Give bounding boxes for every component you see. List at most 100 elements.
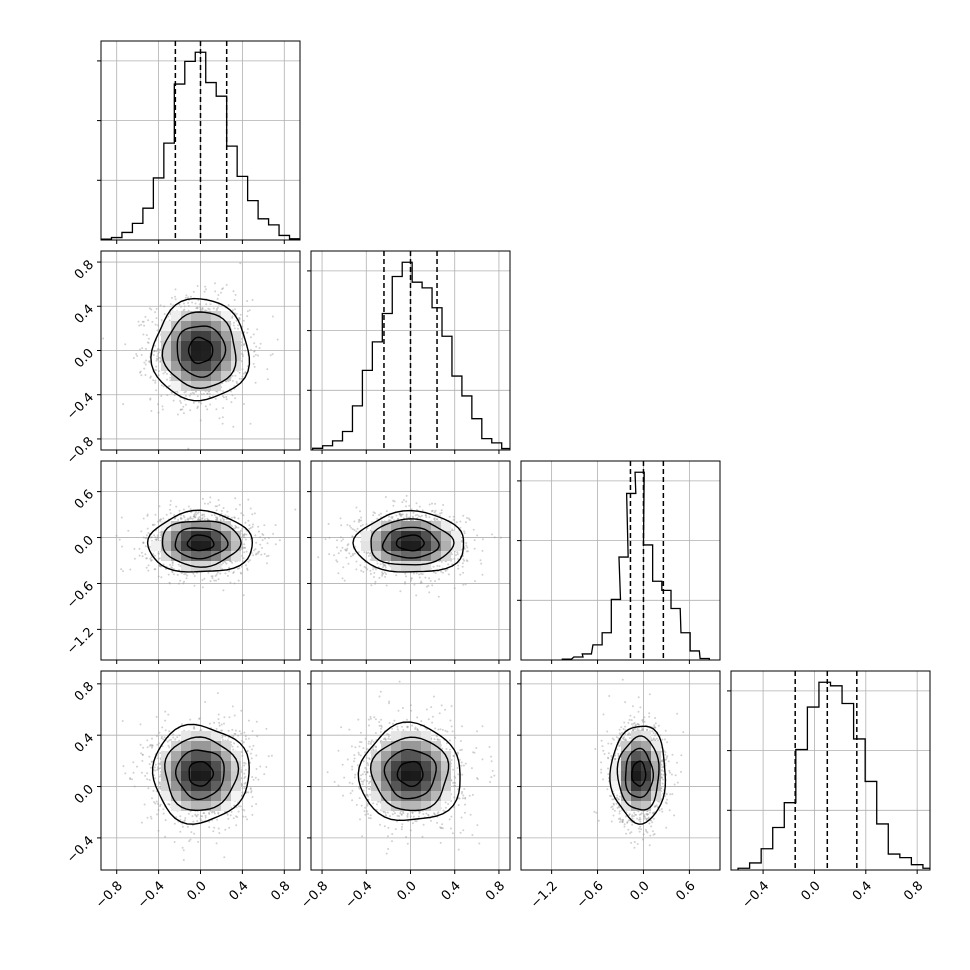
scatter-point (382, 566, 384, 569)
scatter-point (241, 527, 244, 530)
density-cell (431, 551, 441, 561)
scatter-point (159, 518, 162, 521)
scatter-point (189, 508, 192, 511)
scatter-point (208, 395, 211, 398)
scatter-point (402, 499, 405, 501)
scatter-point (250, 791, 253, 794)
scatter-point (211, 577, 214, 580)
density-cell (201, 341, 211, 351)
density-cell (191, 561, 201, 571)
scatter-point (201, 308, 204, 311)
scatter-point (405, 494, 408, 497)
scatter-point (237, 526, 240, 529)
scatter-point (179, 579, 182, 582)
scatter-point (197, 518, 200, 521)
scatter-point (157, 403, 159, 406)
scatter-point (160, 735, 163, 738)
scatter-point (224, 561, 227, 564)
scatter-point (421, 509, 424, 512)
scatter-point (162, 517, 165, 520)
density-cell (161, 341, 171, 351)
scatter-point (446, 568, 449, 571)
scatter-point (178, 582, 181, 585)
scatter-point (182, 412, 185, 415)
scatter-point (159, 531, 162, 534)
scatter-point (253, 512, 256, 515)
scatter-point (472, 528, 475, 531)
scatter-point (159, 360, 162, 363)
scatter-point (339, 549, 342, 552)
scatter-point (220, 510, 223, 512)
scatter-point (245, 550, 248, 553)
scatter-point (183, 580, 186, 583)
scatter-point (189, 409, 192, 412)
scatter-point (432, 571, 435, 574)
scatter-point (336, 539, 339, 542)
scatter-point (177, 519, 180, 521)
scatter-point (201, 514, 204, 517)
scatter-point (381, 562, 384, 565)
scatter-point (253, 365, 256, 368)
scatter-point (171, 571, 174, 574)
scatter-point (348, 524, 351, 527)
scatter-point (144, 545, 147, 548)
scatter-point (415, 594, 418, 597)
scatter-point (410, 519, 413, 522)
scatter-point (191, 391, 194, 394)
density-cell (171, 531, 181, 541)
scatter-point (184, 390, 187, 393)
scatter-point (199, 815, 202, 818)
scatter-point (214, 290, 217, 293)
scatter-point (149, 376, 152, 379)
scatter-point (262, 534, 265, 536)
scatter-point (258, 550, 261, 553)
scatter-point (226, 510, 229, 513)
scatter-point (159, 783, 162, 786)
scatter-point (228, 570, 231, 573)
scatter-point (204, 405, 207, 408)
scatter-point (421, 573, 424, 576)
density-cell (201, 351, 211, 361)
scatter-point (161, 408, 164, 411)
scatter-point (180, 408, 182, 411)
scatter-point (169, 379, 172, 382)
scatter-point (156, 329, 159, 332)
scatter-point (208, 396, 211, 398)
scatter-point (199, 419, 202, 422)
scatter-point (241, 535, 244, 538)
scatter-point (195, 513, 198, 516)
scatter-point (223, 716, 226, 719)
scatter-point (138, 348, 141, 351)
scatter-point (156, 358, 159, 361)
scatter-point (378, 514, 381, 516)
scatter-point (157, 352, 159, 355)
density-cell (381, 531, 391, 541)
density-cell (411, 551, 421, 561)
scatter-point (346, 547, 349, 550)
scatter-point (120, 516, 123, 519)
contour-1 (161, 311, 237, 390)
scatter-point (209, 303, 212, 306)
scatter-point (168, 319, 171, 322)
scatter-point (187, 505, 190, 508)
scatter-point (499, 536, 502, 539)
scatter-point (467, 517, 470, 520)
scatter-point (212, 307, 215, 310)
scatter-point (198, 516, 201, 519)
scatter-point (216, 518, 219, 521)
scatter-point (144, 553, 147, 556)
scatter-point (428, 516, 431, 519)
scatter-point (376, 517, 379, 520)
scatter-point (169, 582, 171, 585)
scatter-point (231, 525, 233, 528)
scatter-point (231, 380, 234, 382)
scatter-point (238, 377, 241, 380)
scatter-point (153, 350, 156, 353)
density-cell (171, 341, 181, 351)
scatter-point (215, 579, 217, 582)
scatter-point (241, 375, 244, 378)
scatter-point (141, 347, 144, 350)
scatter-point (459, 520, 462, 523)
scatter-point (188, 394, 191, 397)
scatter-point (244, 521, 247, 524)
